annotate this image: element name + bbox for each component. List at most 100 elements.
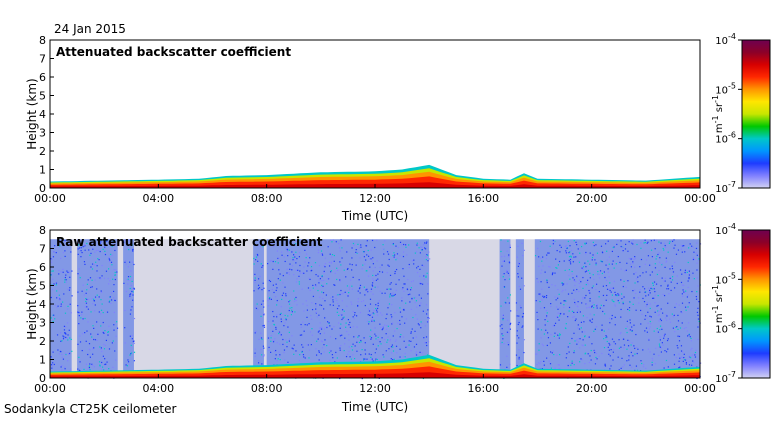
noise-pixel [366,358,368,360]
noise-pixel [302,321,304,323]
noise-pixel [585,266,587,268]
noise-pixel [335,351,337,354]
noise-pixel [684,269,687,271]
panel-title: Attenuated backscatter coefficient [56,45,291,59]
noise-pixel [415,251,417,253]
noise-pixel [288,273,291,275]
noise-pixel [61,369,63,371]
noise-pixel [60,351,62,353]
noise-pixel [557,316,559,318]
noise-pixel [607,346,609,348]
noise-pixel [387,253,390,255]
x-tick-label: 16:00 [467,382,499,395]
noise-pixel [54,245,56,247]
noise-pixel [559,251,561,253]
noise-pixel [558,337,560,339]
noise-pixel [562,284,564,286]
noise-pixel [100,347,102,349]
noise-pixel [676,344,678,347]
noise-pixel [108,258,110,260]
noise-pixel [386,313,388,315]
noise-pixel [308,277,310,279]
noise-pixel [58,269,60,272]
noise-pixel [130,352,133,354]
noise-pixel [412,316,414,319]
noise-pixel [563,306,565,308]
noise-pixel [565,357,567,359]
noise-pixel [281,294,283,297]
noise-pixel [376,311,378,313]
noise-pixel [538,349,540,351]
noise-pixel [585,294,587,297]
noise-pixel [672,316,675,318]
noise-pixel [91,286,93,288]
noise-pixel [305,257,307,259]
noise-pixel [546,280,548,282]
noise-pixel [682,360,684,363]
noise-pixel [576,244,578,246]
noise-pixel [540,272,542,274]
noise-pixel [641,313,643,315]
noise-pixel [501,255,503,258]
noise-pixel [630,266,632,268]
noise-pixel [657,331,660,333]
noise-pixel [663,280,665,282]
noise-pixel [276,299,278,302]
noise-pixel [70,312,72,314]
noise-pixel [132,291,134,293]
noise-pixel [427,341,430,343]
noise-pixel [127,266,129,268]
noise-pixel [640,360,642,362]
noise-pixel [280,312,282,315]
noise-pixel [584,271,587,273]
noise-pixel [292,254,295,256]
noise-pixel [291,335,293,337]
noise-pixel [82,246,84,248]
noise-pixel [114,299,116,302]
noise-pixel [339,247,341,249]
noise-pixel [608,349,610,351]
noise-pixel [284,260,286,263]
noise-pixel [593,330,595,332]
noise-pixel [336,278,338,281]
noise-pixel [93,338,95,341]
noise-pixel [52,351,54,353]
noise-pixel [353,336,355,338]
noise-band [123,239,134,378]
noise-pixel [614,343,617,345]
noise-pixel [394,293,396,296]
noise-pixel [277,358,279,360]
noise-pixel [657,304,659,307]
noise-pixel [658,269,660,272]
noise-pixel [287,361,289,363]
noise-pixel [561,282,563,284]
noise-pixel [81,313,83,316]
noise-pixel [505,302,507,304]
noise-pixel [286,272,288,274]
noise-pixel [372,257,374,259]
noise-pixel [415,351,418,353]
noise-pixel [500,305,502,307]
noise-pixel [375,338,377,340]
noise-pixel [551,273,554,276]
noise-pixel [654,248,656,250]
noise-pixel [328,265,331,267]
noise-pixel [353,357,356,360]
noise-pixel [324,266,326,268]
noise-pixel [369,298,372,300]
noise-pixel [367,275,370,277]
noise-pixel [419,281,421,284]
noise-pixel [80,250,82,252]
noise-pixel [103,369,105,371]
noise-pixel [591,318,594,320]
noise-pixel [635,309,637,311]
noise-pixel [57,239,59,242]
noise-pixel [678,335,681,338]
noise-pixel [623,296,625,298]
noise-pixel [86,283,89,285]
noise-pixel [500,250,502,253]
noise-pixel [80,247,82,249]
noise-pixel [509,322,512,324]
noise-pixel [360,246,362,248]
noise-pixel [366,288,368,290]
